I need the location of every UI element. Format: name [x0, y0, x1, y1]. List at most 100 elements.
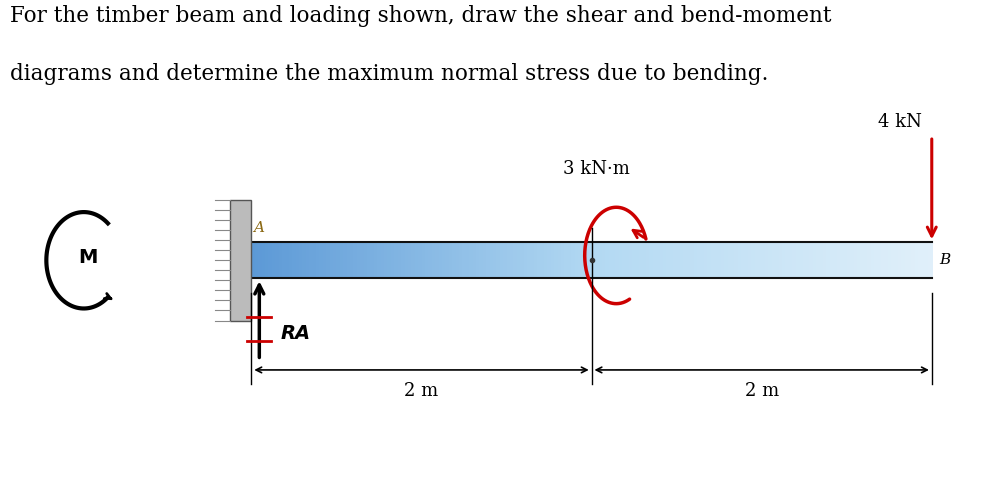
Bar [551, 242, 555, 278]
Bar [683, 242, 688, 278]
Text: RA: RA [281, 324, 312, 343]
Bar [758, 242, 763, 278]
Text: 4 kN: 4 kN [878, 113, 921, 131]
Text: B: B [940, 253, 951, 268]
Bar [704, 242, 708, 278]
Bar [446, 242, 450, 278]
Bar [725, 242, 729, 278]
Bar [530, 242, 534, 278]
Bar [544, 242, 548, 278]
Bar [547, 242, 552, 278]
Bar [394, 242, 398, 278]
Bar [449, 242, 454, 278]
Text: 2 m: 2 m [404, 382, 439, 400]
Bar [326, 242, 330, 278]
Bar [458, 242, 463, 278]
Bar [874, 242, 879, 278]
Bar [489, 242, 494, 278]
Bar [843, 242, 848, 278]
Text: M: M [78, 248, 98, 268]
Bar [322, 242, 327, 278]
Bar [922, 242, 926, 278]
Text: 3 kN·m: 3 kN·m [563, 161, 630, 178]
Bar [680, 242, 684, 278]
Bar [789, 242, 794, 278]
Bar [521, 242, 525, 278]
Bar [432, 242, 436, 278]
Bar [915, 242, 919, 278]
Bar [592, 242, 596, 278]
Bar [439, 242, 443, 278]
Bar [540, 242, 545, 278]
Bar [254, 242, 259, 278]
Bar [353, 242, 358, 278]
Bar [854, 242, 858, 278]
Bar [793, 242, 797, 278]
Bar [864, 242, 868, 278]
Bar [558, 242, 562, 278]
Bar [469, 242, 473, 278]
Bar [422, 242, 426, 278]
Bar [782, 242, 787, 278]
Bar [741, 242, 745, 278]
Bar [462, 242, 466, 278]
Bar [643, 242, 647, 278]
Bar [364, 242, 368, 278]
Bar [663, 242, 668, 278]
Bar [884, 242, 888, 278]
Bar [639, 242, 644, 278]
Bar [632, 242, 637, 278]
Bar [329, 242, 334, 278]
Bar [286, 242, 290, 278]
Bar [925, 242, 930, 278]
Bar [564, 242, 569, 278]
Bar [533, 242, 538, 278]
Bar [503, 242, 508, 278]
Bar [265, 242, 269, 278]
Bar [289, 242, 293, 278]
Bar [605, 242, 609, 278]
Bar [582, 242, 586, 278]
Bar [744, 242, 749, 278]
Bar [350, 242, 355, 278]
Bar [371, 242, 375, 278]
Bar [496, 242, 501, 278]
Bar [721, 242, 726, 278]
Bar [840, 242, 844, 278]
Bar [275, 242, 280, 278]
Bar [589, 242, 593, 278]
Bar [871, 242, 875, 278]
Bar [761, 242, 766, 278]
Bar [296, 242, 300, 278]
Bar [836, 242, 841, 278]
Bar [660, 242, 664, 278]
Bar [751, 242, 756, 278]
Bar [768, 242, 773, 278]
Text: A: A [253, 221, 264, 235]
Bar [816, 242, 820, 278]
Text: 2 m: 2 m [744, 382, 779, 400]
Bar [755, 242, 759, 278]
Bar [401, 242, 405, 278]
Bar [650, 242, 654, 278]
Bar [442, 242, 447, 278]
Bar [303, 242, 307, 278]
Bar [911, 242, 916, 278]
Bar [585, 242, 590, 278]
Bar [397, 242, 402, 278]
Bar [428, 242, 433, 278]
Bar [374, 242, 379, 278]
Bar [476, 242, 480, 278]
Bar [673, 242, 677, 278]
Bar [728, 242, 732, 278]
Bar [748, 242, 752, 278]
Bar [687, 242, 691, 278]
Bar [524, 242, 528, 278]
Bar [646, 242, 651, 278]
Bar [313, 242, 317, 278]
Bar [622, 242, 627, 278]
Bar [230, 200, 251, 321]
Bar [514, 242, 518, 278]
Bar [669, 242, 674, 278]
Bar [493, 242, 497, 278]
